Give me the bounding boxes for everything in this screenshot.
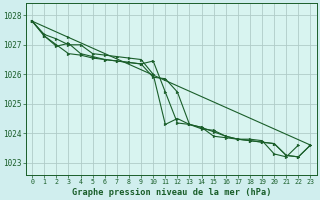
X-axis label: Graphe pression niveau de la mer (hPa): Graphe pression niveau de la mer (hPa) [72, 188, 271, 197]
